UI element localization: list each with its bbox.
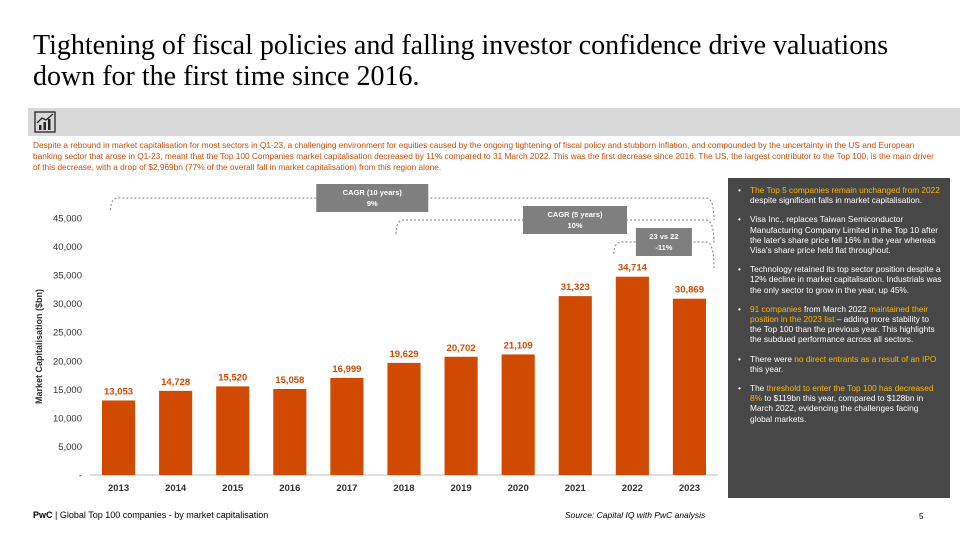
- annotation-label: CAGR (5 years): [547, 210, 603, 219]
- chart: - 5,000 10,000 15,000 20,000 25,000 30,000 35,0…: [28, 180, 728, 505]
- bar-2020: [501, 354, 535, 475]
- insights-list: The Top 5 companies remain unchanged fro…: [738, 185, 942, 424]
- annotation-value: -11%: [655, 243, 672, 252]
- insight-text: to $119bn this year, compared to $128bn …: [750, 393, 924, 424]
- x-tick-label: 2013: [108, 483, 129, 494]
- x-tick-label: 2023: [679, 483, 700, 494]
- insight-highlight: no direct entrants as a result of an IPO: [794, 353, 937, 364]
- x-tick-label: 2022: [622, 483, 643, 494]
- y-tick-label: 35,000: [53, 271, 82, 282]
- bar-2013: [101, 400, 136, 475]
- insight-text: Technology retained its top sector posit…: [750, 264, 942, 295]
- y-tick-label: 25,000: [53, 328, 82, 339]
- page-title: Tightening of fiscal policies and fallin…: [33, 30, 889, 92]
- insight-item: Technology retained its top sector posit…: [738, 264, 942, 295]
- y-tick-label: 10,000: [53, 413, 82, 424]
- insight-highlight: The Top 5 companies remain unchanged fro…: [750, 185, 940, 195]
- annotation-value: 9%: [367, 199, 378, 208]
- y-tick-label: 30,000: [53, 299, 82, 310]
- intro-text: Despite a rebound in market capitalisati…: [33, 140, 934, 172]
- x-tick-label: 2017: [336, 483, 357, 494]
- x-tick-label: 2018: [393, 483, 414, 494]
- data-label: 15,520: [218, 372, 247, 383]
- x-tick-label: 2015: [222, 483, 244, 494]
- insight-item: There were no direct entrants as a resul…: [738, 354, 942, 374]
- x-tick-label: 2021: [565, 483, 587, 494]
- insight-text: Visa Inc., replaces Taiwan Semiconductor…: [750, 214, 939, 256]
- bar-2018: [387, 362, 421, 475]
- annotation-label: 23 vs 22: [649, 232, 678, 241]
- y-tick-label: 40,000: [53, 242, 82, 253]
- y-tick-label: -: [79, 471, 82, 482]
- bar-2021: [558, 296, 592, 475]
- annotation-box: [316, 184, 429, 212]
- insight-text: – adding more stability to the Top 100 t…: [750, 314, 935, 345]
- annotation-bracket: [613, 241, 715, 269]
- bar-chart: - 5,000 10,000 15,000 20,000 25,000 30,000 35,0…: [34, 184, 718, 494]
- insight-item: 91 companies from March 2022 maintained …: [738, 304, 942, 345]
- source-note: Source: Capital IQ with PwC analysis: [565, 510, 706, 520]
- data-label: 20,702: [447, 343, 476, 354]
- footer-brand: PwC: [33, 510, 53, 520]
- insight-highlight: 91 companies: [750, 303, 802, 314]
- y-tick-label: 20,000: [53, 356, 82, 367]
- insight-item: The threshold to enter the Top 100 has d…: [738, 383, 942, 424]
- x-tick-label: 2016: [279, 483, 300, 494]
- y-tick-label: 15,000: [53, 385, 82, 396]
- icon-band: [28, 108, 960, 136]
- footer-text: Global Top 100 companies - by market cap…: [59, 510, 269, 520]
- footer: PwC | Global Top 100 companies - by mark…: [33, 510, 268, 520]
- data-label: 15,058: [275, 375, 304, 386]
- insight-item: Visa Inc., replaces Taiwan Semiconductor…: [738, 214, 942, 255]
- insight-item: The Top 5 companies remain unchanged fro…: [738, 185, 942, 205]
- data-label: 31,323: [561, 282, 590, 293]
- data-label: 30,869: [675, 285, 704, 296]
- annotation-label: CAGR (10 years): [343, 188, 403, 197]
- bar-2023: [672, 298, 707, 475]
- data-label: 34,714: [618, 263, 648, 274]
- insight-highlight: maintained their position in the 2023 li…: [750, 303, 929, 325]
- page-number: 5: [919, 512, 924, 521]
- y-tick-label: 5,000: [58, 442, 82, 453]
- y-tick-label: 45,000: [53, 214, 82, 225]
- insight-text: this year.: [750, 363, 784, 374]
- x-tick-label: 2019: [451, 483, 472, 494]
- annotation-box: [635, 228, 692, 256]
- insight-text: There were: [750, 353, 795, 364]
- insight-text: The: [750, 383, 767, 394]
- insights-panel: The Top 5 companies remain unchanged fro…: [728, 178, 950, 498]
- x-tick-label: 2014: [165, 483, 187, 494]
- insight-text: despite significant falls in market capi…: [750, 195, 923, 206]
- data-label: 16,999: [332, 364, 361, 375]
- annotation-box: [523, 206, 628, 234]
- bar-2015: [216, 386, 250, 475]
- insight-highlight: threshold to enter the Top 100 has decre…: [750, 383, 934, 404]
- annotation-value: 10%: [567, 221, 582, 230]
- bar-2022: [615, 276, 649, 475]
- y-axis-label: Market Capitalisation ($bn): [34, 289, 44, 404]
- data-label: 14,728: [161, 377, 190, 388]
- data-label: 19,629: [389, 349, 418, 360]
- bar-2014: [159, 390, 193, 475]
- footer-separator: |: [52, 510, 60, 520]
- bar-2019: [444, 356, 478, 475]
- bar-chart-trend-icon: [34, 111, 56, 133]
- bar-2017: [330, 377, 364, 475]
- bar-2016: [273, 389, 307, 475]
- data-label: 13,053: [104, 386, 133, 397]
- x-tick-label: 2020: [508, 483, 529, 494]
- insight-text: from March 2022: [801, 303, 869, 314]
- data-label: 21,109: [504, 340, 533, 351]
